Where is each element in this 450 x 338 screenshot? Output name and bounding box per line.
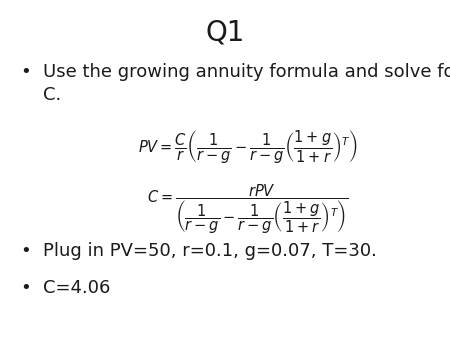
Text: •: • xyxy=(20,242,31,260)
Text: •: • xyxy=(20,63,31,80)
Text: C.: C. xyxy=(43,86,61,104)
Text: Q1: Q1 xyxy=(205,19,245,47)
Text: C=4.06: C=4.06 xyxy=(43,279,110,297)
Text: $PV = \dfrac{C}{r} \left( \dfrac{1}{r-g} - \dfrac{1}{r-g} \left(\dfrac{1+g}{1+r}: $PV = \dfrac{C}{r} \left( \dfrac{1}{r-g}… xyxy=(138,128,357,165)
Text: Use the growing annuity formula and solve for: Use the growing annuity formula and solv… xyxy=(43,63,450,80)
Text: •: • xyxy=(20,279,31,297)
Text: Plug in PV=50, r=0.1, g=0.07, T=30.: Plug in PV=50, r=0.1, g=0.07, T=30. xyxy=(43,242,377,260)
Text: $C = \dfrac{rPV}{\left(\dfrac{1}{r-g} - \dfrac{1}{r-g}\left(\dfrac{1+g}{1+r}\rig: $C = \dfrac{rPV}{\left(\dfrac{1}{r-g} - … xyxy=(147,183,348,236)
